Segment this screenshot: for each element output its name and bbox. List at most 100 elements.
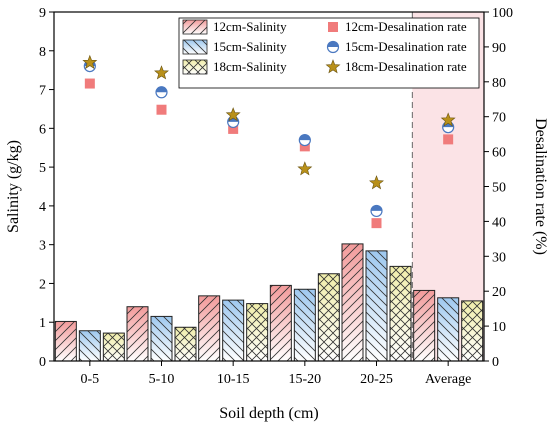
bar-12cm-salinity [269, 284, 292, 362]
square-marker [371, 218, 382, 229]
left-tick-label: 3 [39, 239, 46, 254]
legend-item: 15cm-Salinity [182, 39, 287, 55]
right-tick-label: 20 [492, 285, 506, 300]
bar-pattern [437, 297, 459, 361]
bar-18cm-salinity [389, 265, 412, 362]
bar-pattern [318, 273, 340, 361]
bar-15cm-salinity [365, 250, 388, 362]
legend-swatch-outline [182, 59, 208, 75]
half-circle-marker [370, 204, 383, 218]
square-marker [299, 141, 310, 152]
bar-pattern [366, 250, 387, 361]
square-marker [228, 123, 239, 134]
bar-12cm-salinity [413, 289, 436, 362]
x-tick-label: 15-20 [288, 372, 321, 387]
desalination-markers [82, 54, 456, 229]
legend-swatch-pattern [183, 20, 207, 34]
bar-15cm-salinity [150, 315, 173, 362]
legend-label: 15cm-Desalination rate [345, 39, 467, 54]
bar-18cm-salinity [246, 303, 269, 362]
bar-pattern [342, 243, 363, 361]
legend-item: 15cm-Desalination rate [326, 39, 467, 54]
circle-half-fill [371, 205, 382, 211]
circle-half-fill [156, 86, 167, 93]
left-tick-label: 5 [39, 161, 46, 176]
bar-pattern [79, 330, 101, 361]
bar-15cm-salinity [293, 288, 316, 362]
half-circle-marker [298, 133, 311, 147]
bar-15cm-salinity [437, 297, 460, 362]
half-circle-marker [155, 86, 168, 99]
x-axis: 0-5 5-10 10-15 15-20 20-25 Average [80, 361, 471, 387]
left-tick-label: 0 [39, 355, 46, 370]
star-marker [369, 175, 384, 190]
legend-label: 18cm-Desalination rate [345, 59, 467, 74]
bar-pattern [55, 321, 77, 361]
star-marker [297, 161, 313, 176]
bar-12cm-salinity [126, 306, 149, 362]
right-tick-label: 30 [492, 250, 506, 265]
legend-label: 12cm-Desalination rate [345, 19, 467, 34]
salinity-bars [54, 243, 484, 362]
right-tick-label: 50 [492, 181, 506, 196]
left-tick-label: 6 [39, 122, 46, 137]
bar-12cm-salinity [341, 243, 364, 362]
bar-pattern [390, 266, 411, 361]
left-axis-title: Salinity (g/kg) [5, 140, 22, 233]
bar-pattern [294, 289, 316, 361]
bar-15cm-salinity [222, 299, 245, 362]
x-tick-label: 20-25 [360, 372, 393, 387]
bar-12cm-salinity [198, 295, 221, 362]
legend-label: 18cm-Salinity [213, 59, 287, 74]
left-tick-label: 9 [39, 6, 46, 21]
circle-half-fill [299, 134, 311, 141]
star-marker [225, 107, 241, 122]
bar-15cm-salinity [78, 330, 101, 362]
right-tick-label: 70 [492, 111, 506, 126]
bar-pattern [198, 295, 220, 361]
star-marker [440, 112, 456, 127]
bar-pattern [246, 303, 268, 361]
square-marker [84, 78, 95, 89]
x-tick-label: 5-10 [149, 372, 175, 387]
legend-item: 18cm-Desalination rate [325, 59, 467, 74]
bar-pattern [175, 327, 196, 361]
x-tick-label: 10-15 [217, 372, 250, 387]
left-tick-label: 7 [39, 84, 46, 99]
half-circle-marker [326, 40, 340, 54]
legend-item: 12cm-Salinity [182, 19, 287, 35]
legend-item: 12cm-Desalination rate [328, 19, 467, 34]
legend-swatch-pattern [183, 40, 207, 54]
bar-pattern [222, 300, 244, 361]
right-tick-label: 0 [492, 355, 499, 370]
left-tick-label: 8 [39, 45, 46, 60]
legend-swatch-outline [182, 19, 208, 35]
left-tick-label: 2 [39, 277, 46, 292]
square-marker [328, 22, 338, 32]
bar-pattern [270, 285, 292, 361]
legend-label: 12cm-Salinity [213, 19, 287, 34]
star-marker [325, 59, 341, 74]
left-tick-label: 1 [39, 316, 46, 331]
x-tick-label: Average [425, 372, 471, 387]
legend-swatch-outline [182, 39, 208, 55]
bar-pattern [151, 316, 172, 361]
right-tick-label: 40 [492, 215, 506, 230]
right-tick-label: 10 [492, 320, 506, 335]
x-tick-label: 0-5 [80, 372, 99, 387]
legend-label: 15cm-Salinity [213, 39, 287, 54]
x-axis-title: Soil depth (cm) [219, 405, 319, 422]
legend-item: 18cm-Salinity [182, 59, 287, 75]
square-marker [443, 134, 454, 145]
legend: 12cm-Salinity 15cm-Salinity 18cm-Salinity 1… [178, 17, 480, 89]
star-marker [82, 54, 98, 69]
bar-18cm-salinity [317, 273, 340, 362]
right-axis: 0 10 20 30 40 50 60 70 80 90 100 [484, 6, 513, 370]
bar-pattern [461, 300, 483, 361]
bar-18cm-salinity [174, 326, 197, 362]
bar-18cm-salinity [102, 332, 125, 362]
bar-pattern [127, 306, 148, 361]
right-tick-label: 80 [492, 76, 506, 91]
left-axis: 0 1 2 3 4 5 6 7 8 9 [39, 6, 54, 370]
bar-18cm-salinity [461, 300, 484, 362]
